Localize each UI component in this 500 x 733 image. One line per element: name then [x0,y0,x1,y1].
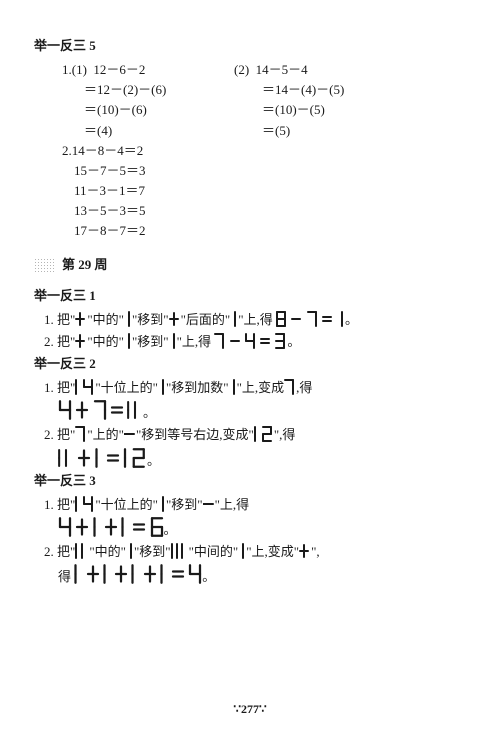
digit1-icon [74,564,82,584]
vstick-icon [124,333,132,349]
digit7-icon [75,426,87,442]
s5-p2-l2: ＝14－(4)－(5) [234,80,470,100]
vstick-icon [124,311,132,327]
page-number: ∵277∵ [0,700,500,719]
eq-icon [260,333,272,349]
s5-p1-l2: ＝12－(2)－(6) [34,80,234,100]
vstick-icon [238,543,246,559]
plus-icon [75,517,89,537]
s5-p2-l3: ＝(10)－(5) [234,100,470,120]
digit7-icon [93,400,107,420]
plus-icon [169,311,181,327]
digit1-icon [103,564,111,584]
s1-item2: 2. 把""中的""移到""上,得 。 [44,332,470,352]
digit3-icon [275,333,287,349]
digit14-icon [75,496,95,512]
digit1-icon [337,311,345,327]
eq-icon [171,564,185,584]
plus-icon [77,448,91,468]
section5-heading: 举一反三 5 [34,36,470,56]
s2-item1-eq: 。 [34,400,470,423]
vstick-icon [158,496,166,512]
plus-icon [114,564,128,584]
hstick-icon [124,426,136,442]
s5-p1-l4: ＝(4) [34,121,234,141]
s5-p1-l3: ＝(10)－(6) [34,100,234,120]
s5-p2-l1: (2) 14－5－4 [234,60,470,80]
digit12-icon [254,426,274,442]
digit12-icon [123,448,147,468]
s2-item1: 1. 把""十位上的""移到加数""上,变成,得 [44,378,470,398]
digit7-icon [284,379,296,395]
minus-icon [291,311,303,327]
plus-icon [86,564,100,584]
s2-item2: 2. 把""上的""移到等号右边,变成"",得 [44,425,470,445]
digit111-icon [171,543,189,559]
s3-item2-eq: 得 。 [34,564,470,587]
digit7-icon [307,311,319,327]
digit1-icon [131,564,139,584]
digit11-icon [58,448,74,468]
digit7-icon [214,333,226,349]
s2-item2-eq: 。 [34,448,470,471]
vstick-icon [229,379,237,395]
vstick-icon [230,311,238,327]
hstick-icon [203,496,215,512]
digit14-icon [75,379,95,395]
eq-icon [322,311,334,327]
digit11-icon [127,400,143,420]
week-header-text: 第 29 周 [62,255,108,275]
s3-item1: 1. 把""十位上的""移到""上,得 [44,495,470,515]
s5-p2-l4: ＝(5) [234,121,470,141]
s5-p1-l1: 1.(1) 12－6－2 [34,60,234,80]
eq-icon [106,448,120,468]
digit1-icon [121,517,129,537]
digit1-icon [95,448,103,468]
plus-icon [299,543,311,559]
vstick-icon [169,333,177,349]
header-ornament-icon [34,258,56,272]
digit1-icon [93,517,101,537]
week-header: 第 29 周 [34,255,470,275]
eq-icon [110,400,124,420]
digit4-icon [58,400,72,420]
page: 举一反三 5 1.(1) 12－6－2 ＝12－(2)－(6) ＝(10)－(6… [0,0,500,733]
digit6-icon [150,517,164,537]
vstick-icon [158,379,166,395]
plus-icon [75,333,87,349]
s1-item1: 1. 把""中的""移到""后面的""上,得 。 [44,310,470,330]
digit8-icon [276,311,288,327]
digit4-icon [245,333,257,349]
minus-icon [230,333,242,349]
eq-icon [132,517,146,537]
plus-icon [104,517,118,537]
section3-heading: 举一反三 3 [34,471,470,491]
s3-item1-eq: 。 [34,517,470,540]
digit1-icon [160,564,168,584]
section2-heading: 举一反三 2 [34,354,470,374]
digit11-icon [75,543,89,559]
digit4-icon [188,564,202,584]
section5-problem1: 1.(1) 12－6－2 ＝12－(2)－(6) ＝(10)－(6) ＝(4) … [34,60,470,141]
s3-item2: 2. 把""中的""移到""中间的""上,变成"", [44,542,470,562]
plus-icon [143,564,157,584]
plus-icon [75,400,89,420]
section1-heading: 举一反三 1 [34,286,470,306]
section5-problem2: 2.14－8－4＝2 15－7－5＝3 11－3－1＝7 13－5－3＝5 17… [34,141,470,242]
vstick-icon [126,543,134,559]
digit4-icon [58,517,72,537]
plus-icon [75,311,87,327]
